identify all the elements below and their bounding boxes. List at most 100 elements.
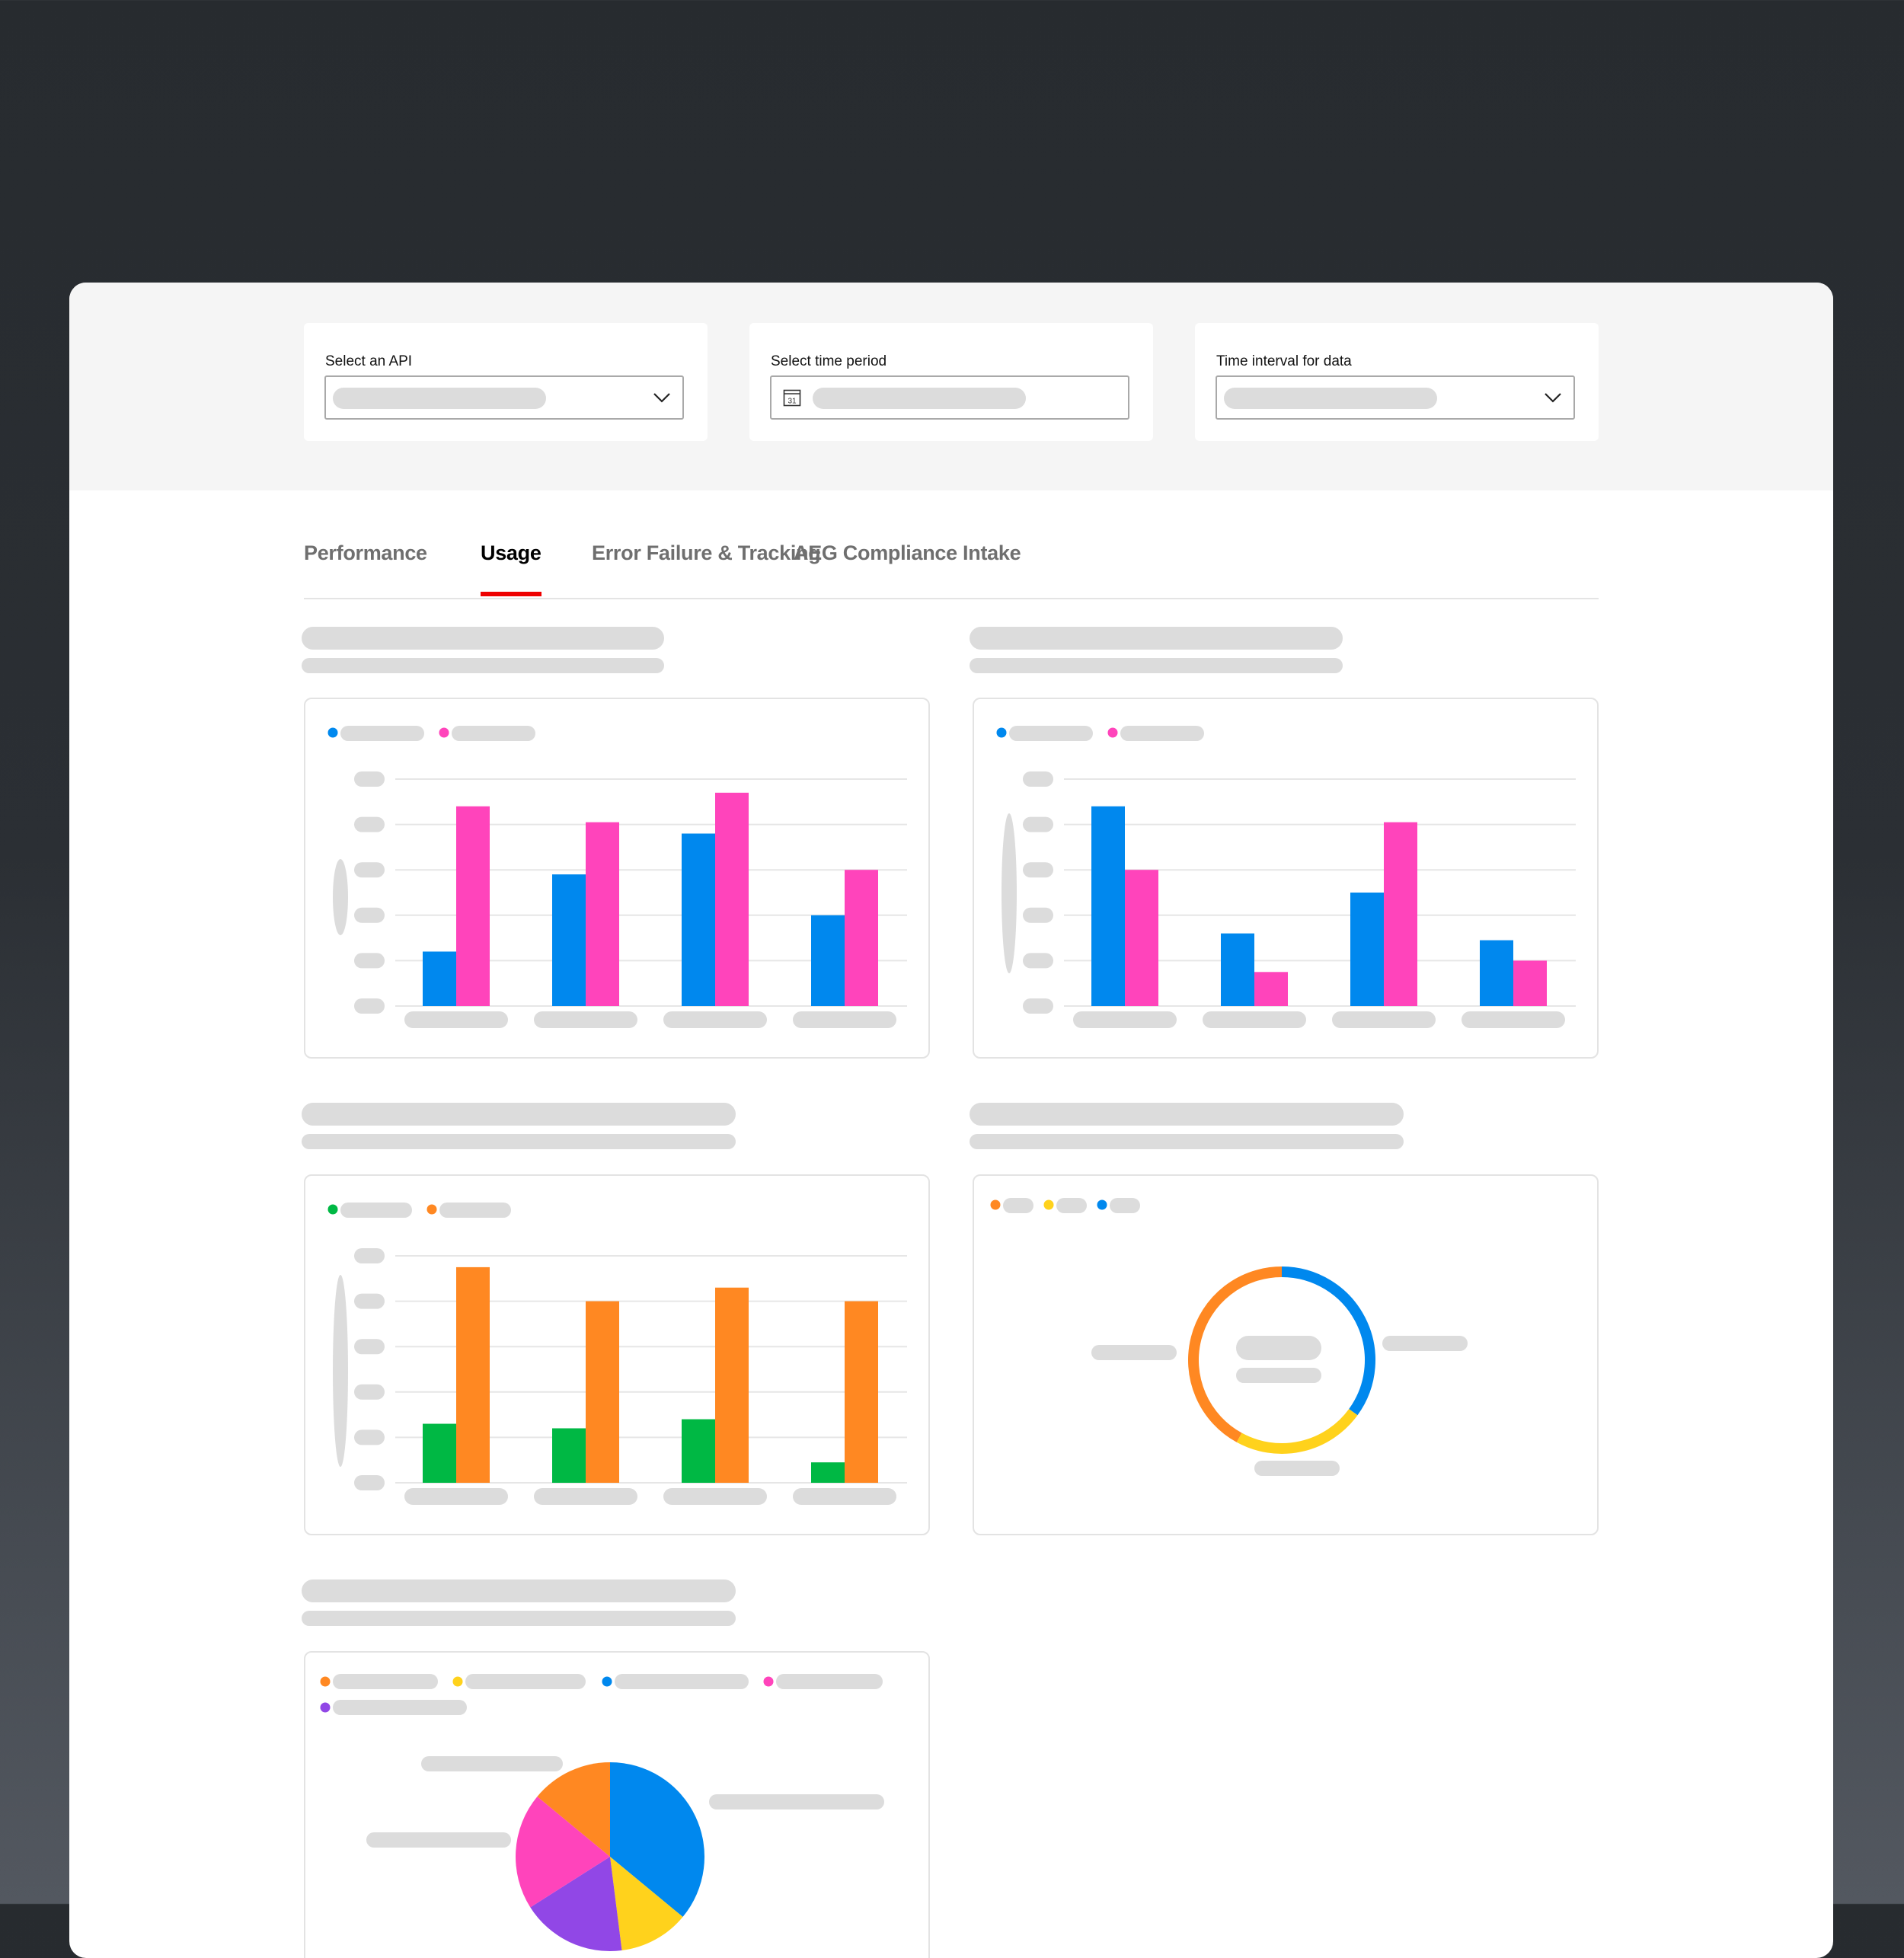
y-tick-label-placeholder (1023, 907, 1053, 923)
section-title-placeholder (302, 1103, 736, 1126)
legend-label-placeholder (333, 1674, 438, 1689)
y-tick-label-placeholder (354, 953, 385, 969)
api-filter-label: Select an API (325, 353, 413, 369)
pie-slice (516, 1796, 610, 1908)
legend-dot (327, 1204, 338, 1215)
donut-segment (1281, 1266, 1375, 1416)
x-tick-label-placeholder (793, 1011, 896, 1028)
legend-dot (320, 1676, 331, 1687)
tab-aeg-compliance-intake[interactable]: AEG Compliance Intake (794, 541, 1021, 564)
tab-bar: Performance Usage Error Failure & Tracki… (304, 541, 1599, 596)
legend-label-placeholder (340, 1203, 412, 1218)
donut-center-value-placeholder (1236, 1336, 1321, 1360)
section-subtitle-placeholder (302, 1134, 736, 1149)
legend-label-placeholder (333, 1700, 467, 1715)
bar (423, 951, 456, 1006)
active-tab-indicator (481, 592, 541, 596)
bar (456, 1266, 490, 1483)
bar (586, 1301, 619, 1483)
time-period-filter-label: Select time period (771, 353, 887, 369)
bar (1221, 933, 1254, 1006)
section-title-placeholder (302, 1579, 736, 1602)
legend-dot (426, 1204, 437, 1215)
legend-label-placeholder (340, 726, 424, 741)
y-tick-label-placeholder (1023, 953, 1053, 969)
bar (682, 833, 715, 1006)
time-period-value (813, 388, 1026, 409)
api-select-value (333, 388, 546, 409)
y-tick-label-placeholder (354, 998, 385, 1014)
dashboard-window: Select an API Select time period 31 Time (69, 283, 1833, 1958)
x-tick-label-placeholder (534, 1011, 637, 1028)
x-tick-label-placeholder (534, 1488, 637, 1505)
interval-select[interactable] (1216, 375, 1575, 420)
legend-dot (1107, 727, 1118, 738)
legend-label-placeholder (439, 1203, 511, 1218)
pie-label-placeholder (709, 1794, 884, 1809)
bar-chart-2 (996, 726, 1576, 1028)
legend-label-placeholder (1110, 1198, 1140, 1213)
calendar-day: 31 (787, 398, 797, 406)
tab-performance[interactable]: Performance (304, 541, 427, 564)
y-tick-label-placeholder (354, 1384, 385, 1400)
y-axis-title-placeholder (1002, 813, 1017, 973)
calendar-icon: 31 (783, 389, 801, 407)
y-axis-title-placeholder (333, 859, 348, 935)
donut-chart-card (973, 1174, 1599, 1535)
x-tick-label-placeholder (404, 1488, 508, 1505)
donut-label-placeholder (1254, 1461, 1340, 1476)
y-tick-label-placeholder (354, 862, 385, 878)
bar-chart-card-2 (973, 698, 1599, 1059)
legend-dot (996, 727, 1007, 738)
section-subtitle-placeholder (970, 658, 1343, 673)
legend-dot (602, 1676, 612, 1687)
section-subtitle-placeholder (970, 1134, 1404, 1149)
x-tick-label-placeholder (793, 1488, 896, 1505)
tab-error-failure-tracking[interactable]: Error Failure & Tracking (592, 541, 821, 564)
bar (552, 1428, 586, 1483)
bar (1350, 893, 1384, 1006)
bar-chart-card-3 (304, 1174, 930, 1535)
api-select[interactable] (324, 375, 684, 420)
section-title-placeholder (302, 627, 664, 650)
y-tick-label-placeholder (1023, 816, 1053, 832)
pie-label-placeholder (421, 1756, 563, 1771)
y-tick-label-placeholder (354, 1339, 385, 1355)
y-tick-label-placeholder (1023, 771, 1053, 787)
y-tick-label-placeholder (354, 1248, 385, 1263)
y-tick-label-placeholder (354, 1429, 385, 1445)
chevron-down-icon (1545, 393, 1561, 403)
legend-dot (1097, 1199, 1107, 1210)
bar (1513, 960, 1547, 1006)
donut-chart (990, 1198, 1468, 1476)
y-tick-label-placeholder (1023, 998, 1053, 1014)
pie-chart-card (304, 1651, 930, 1958)
time-period-input[interactable]: 31 (770, 375, 1129, 420)
legend-label-placeholder (1003, 1198, 1033, 1213)
interval-filter-label: Time interval for data (1216, 353, 1352, 369)
section-title-placeholder (970, 627, 1343, 650)
chevron-down-icon (653, 393, 670, 403)
section-subtitle-placeholder (302, 1611, 736, 1626)
api-filter-card: Select an API (304, 323, 708, 441)
y-tick-label-placeholder (354, 1293, 385, 1309)
legend-label-placeholder (615, 1674, 749, 1689)
interval-filter-card: Time interval for data (1195, 323, 1599, 441)
bar (552, 874, 586, 1006)
y-tick-label-placeholder (354, 1475, 385, 1490)
bar (715, 792, 749, 1006)
legend-dot (1043, 1199, 1054, 1210)
y-tick-label-placeholder (1023, 862, 1053, 878)
bar (1480, 940, 1513, 1006)
legend-label-placeholder (1120, 726, 1204, 741)
pie-slice (537, 1762, 610, 1857)
bar (845, 870, 878, 1006)
x-tick-label-placeholder (404, 1011, 508, 1028)
legend-dot (439, 727, 449, 738)
x-tick-label-placeholder (1462, 1011, 1565, 1028)
legend-dot (990, 1199, 1001, 1210)
tab-usage[interactable]: Usage (481, 541, 541, 564)
donut-label-placeholder (1091, 1345, 1177, 1360)
bar (811, 915, 845, 1006)
time-period-filter-card: Select time period 31 (749, 323, 1153, 441)
